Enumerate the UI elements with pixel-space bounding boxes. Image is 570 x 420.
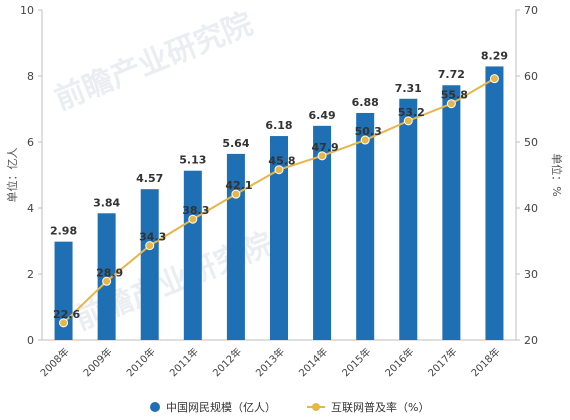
line-series [59,74,499,328]
left-tick-label: 0 [27,334,34,347]
line-labels: 22.6 28.9 34.3 38.3 42.1 45.8 47.9 50.3 53.2 55.8 [53,89,468,321]
bar [399,98,418,341]
category-label: 2013年 [253,345,287,379]
category-label: 2012年 [210,345,244,379]
line-point [489,74,499,84]
line-value-label: 50.3 [355,125,382,138]
bar [183,170,202,340]
line-value-label: 38.3 [182,204,209,217]
line-point [145,241,155,251]
bar [270,136,288,340]
line-point [274,165,284,175]
line-value-label: 42.1 [225,179,252,192]
line-value-label: 34.3 [139,231,166,244]
right-tick-label: 40 [524,202,538,215]
left-axis-title: 单位：亿人 [5,148,19,203]
legend-bar-marker [150,402,160,412]
bar [313,125,332,340]
bar [140,189,159,340]
category-label: 2014年 [296,345,330,379]
bar-value-label: 6.88 [352,96,379,109]
watermark-text: 前瞻产业研究院 [50,6,258,117]
legend-line-label: 互联网普及率（%） [331,400,429,414]
line-value-label: 47.9 [312,141,339,154]
right-axis-title: 单位：% [550,153,564,196]
line-value-label: 53.2 [398,106,425,119]
category-label: 2016年 [382,345,416,379]
line-point [360,135,370,145]
bar-value-label: 6.49 [309,109,336,122]
right-tick-label: 20 [524,334,538,347]
bar-value-label: 6.18 [265,119,292,132]
left-tick-label: 4 [27,202,34,215]
right-tick-label: 60 [524,70,538,83]
right-tick-label: 50 [524,136,538,149]
line-point [231,189,241,199]
bar [442,85,461,341]
bar-value-label: 2.98 [50,225,77,238]
category-label: 2011年 [167,345,201,379]
bar-value-label: 8.29 [481,49,508,62]
bar [226,153,245,340]
line-point [446,99,456,109]
category-label: 2017年 [425,345,459,379]
bar-labels: 2.98 3.84 4.57 5.13 5.64 6.18 6.49 6.88 7.31 7.72… [50,49,508,237]
category-label: 2008年 [37,345,71,379]
line-value-label: 55.8 [441,89,468,102]
category-label: 2018年 [468,345,502,379]
bar-series [54,66,504,341]
bar [54,241,73,340]
category-label: 2015年 [339,345,373,379]
bar [485,66,504,341]
legend-line-marker [312,403,320,411]
left-tick-label: 6 [27,136,34,149]
line-value-label: 28.9 [96,266,123,279]
line-point [188,214,198,224]
left-tick-label: 2 [27,268,34,281]
bar-value-label: 4.57 [136,172,163,185]
left-tick-label: 8 [27,70,34,83]
line-value-label: 22.6 [53,308,80,321]
bar-value-label: 7.31 [395,82,422,95]
bar-value-label: 7.72 [438,68,465,81]
left-tick-label: 10 [20,4,34,17]
line-point [403,116,413,126]
category-label: 2009年 [80,345,114,379]
legend-bar-label: 中国网民规模（亿人） [166,400,276,414]
line-point [102,276,112,286]
line-point [317,151,327,161]
legend: 中国网民规模（亿人） 互联网普及率（%） [150,400,429,414]
right-tick-label: 70 [524,4,538,17]
right-tick-label: 30 [524,268,538,281]
bar-value-label: 5.13 [179,154,206,167]
line-point [59,318,69,328]
bar [356,112,375,341]
bar [97,213,116,340]
line-value-label: 45.8 [268,155,295,168]
bar-value-label: 5.64 [222,137,249,150]
category-label: 2010年 [124,345,158,379]
bar-value-label: 3.84 [93,196,120,209]
category-labels: 2008年 2009年 2010年 2011年 2012年 2013年 2014年 2015年… [37,345,502,379]
